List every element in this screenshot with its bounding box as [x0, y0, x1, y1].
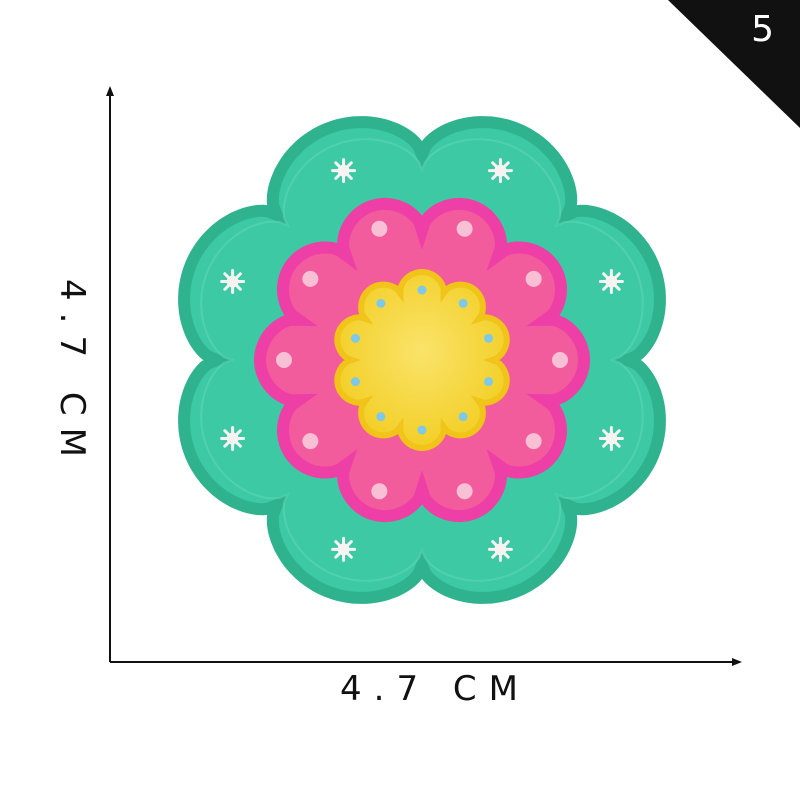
blue-dot	[458, 412, 468, 422]
blue-dot	[376, 298, 386, 308]
pink-dot	[371, 220, 388, 237]
pink-dot	[276, 352, 292, 368]
pink-dot	[456, 483, 473, 500]
corner-number: 5	[751, 9, 774, 50]
white-dot	[598, 269, 624, 295]
pink-dot	[525, 270, 542, 287]
pink-dot	[302, 433, 319, 450]
outer-petal-stitch	[200, 138, 644, 582]
blue-dot	[484, 333, 494, 343]
corner-tag: 5	[668, 0, 800, 128]
pink-dot	[552, 352, 568, 368]
horizontal-arrowhead	[732, 658, 742, 666]
blue-dot	[376, 412, 386, 422]
yellow-center	[334, 268, 510, 452]
white-dot	[598, 425, 624, 451]
corner-triangle	[668, 0, 800, 128]
blue-dot	[458, 298, 468, 308]
blue-dot	[417, 425, 427, 435]
white-dots	[220, 158, 624, 562]
blue-dot	[350, 377, 360, 387]
yellow-center-shape	[334, 268, 510, 452]
white-dot	[487, 536, 513, 562]
white-dot	[331, 158, 357, 184]
white-dot	[487, 158, 513, 184]
blue-dot	[417, 285, 427, 295]
blue-dot	[484, 377, 494, 387]
blue-dot	[350, 333, 360, 343]
vertical-arrowhead	[106, 86, 114, 96]
width-label: 4.7 CM	[340, 669, 530, 709]
pink-dot	[456, 220, 473, 237]
white-dot	[220, 269, 246, 295]
white-dot	[331, 536, 357, 562]
pink-dots	[276, 220, 568, 500]
pink-dot	[302, 270, 319, 287]
blue-dots	[350, 285, 494, 435]
pink-dot	[371, 483, 388, 500]
pink-dot	[525, 433, 542, 450]
white-dot	[220, 425, 246, 451]
